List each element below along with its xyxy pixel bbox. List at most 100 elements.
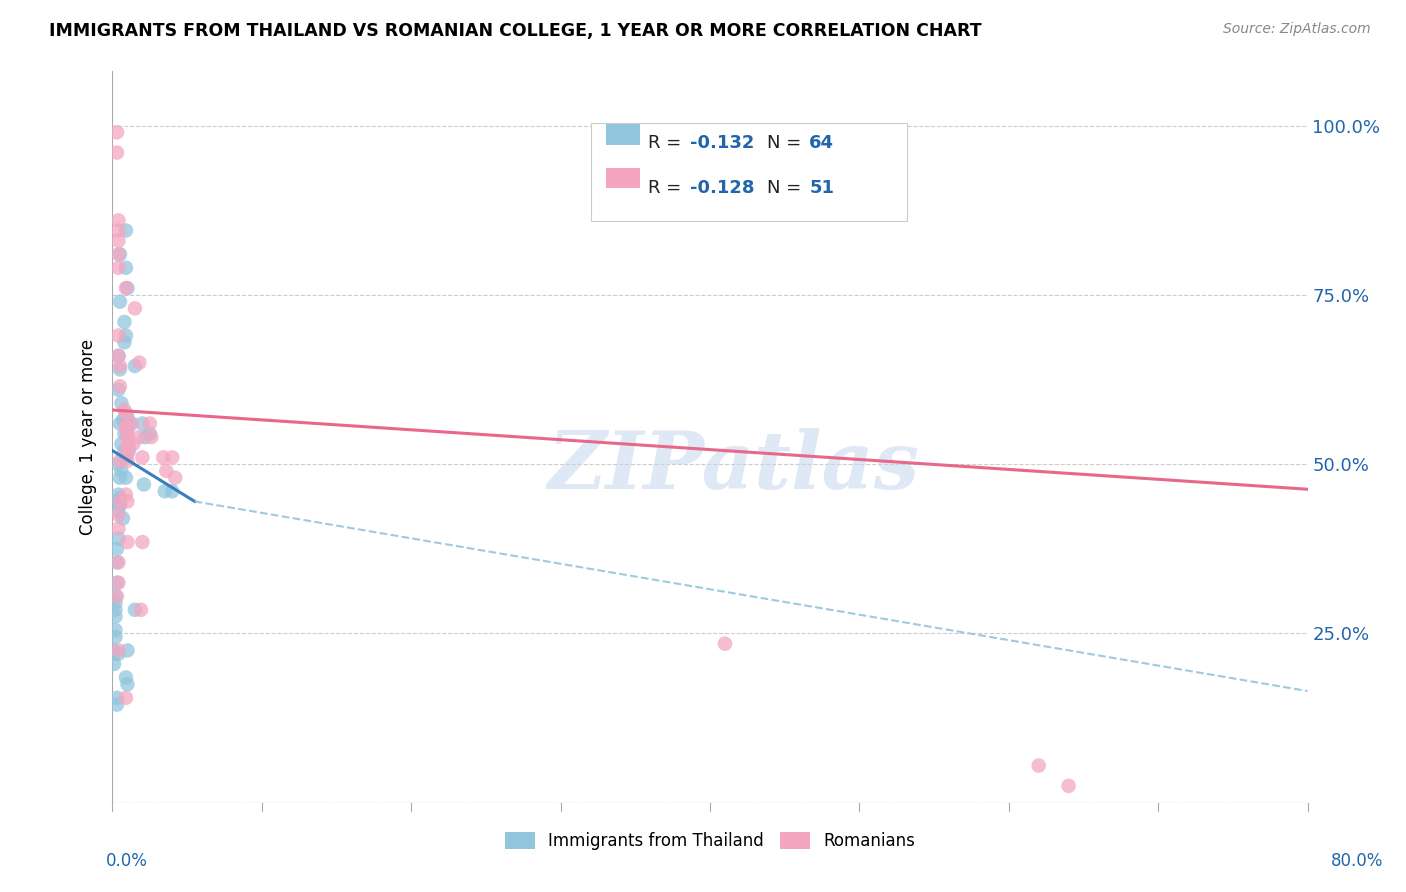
- Point: [107, 521, 129, 535]
- Point: [104, 603, 127, 617]
- Text: 51: 51: [810, 179, 834, 197]
- Point: [107, 508, 129, 522]
- Point: [114, 403, 135, 417]
- Point: [1028, 758, 1050, 772]
- Point: [115, 328, 138, 343]
- Point: [108, 247, 131, 261]
- Point: [111, 413, 134, 427]
- FancyBboxPatch shape: [606, 124, 640, 145]
- Point: [107, 349, 129, 363]
- FancyBboxPatch shape: [591, 122, 907, 221]
- Point: [107, 555, 129, 569]
- Text: R =: R =: [648, 135, 688, 153]
- Point: [128, 430, 150, 444]
- Point: [108, 494, 131, 508]
- Point: [105, 125, 128, 139]
- Point: [155, 464, 177, 478]
- Y-axis label: College, 1 year or more: College, 1 year or more: [79, 339, 97, 535]
- Point: [104, 623, 127, 637]
- Point: [117, 677, 139, 691]
- Point: [117, 494, 139, 508]
- Point: [121, 417, 143, 431]
- Point: [108, 494, 131, 508]
- Point: [114, 315, 135, 329]
- Point: [107, 260, 129, 275]
- Point: [114, 450, 135, 465]
- Point: [104, 589, 127, 603]
- Point: [103, 643, 125, 657]
- Point: [115, 471, 138, 485]
- Point: [162, 484, 183, 499]
- Point: [105, 541, 128, 556]
- Point: [107, 575, 129, 590]
- Point: [108, 471, 131, 485]
- Text: 0.0%: 0.0%: [105, 852, 148, 870]
- Point: [108, 417, 131, 431]
- Point: [110, 396, 132, 410]
- Point: [132, 477, 155, 491]
- Point: [117, 447, 139, 461]
- Point: [103, 647, 125, 661]
- Point: [115, 420, 138, 434]
- Point: [118, 443, 141, 458]
- Point: [108, 362, 131, 376]
- Point: [117, 430, 139, 444]
- Point: [1057, 779, 1080, 793]
- Point: [117, 535, 139, 549]
- Point: [120, 417, 142, 431]
- Point: [117, 440, 139, 454]
- Text: R =: R =: [648, 179, 688, 197]
- Point: [131, 535, 153, 549]
- Point: [111, 511, 134, 525]
- Text: 80.0%: 80.0%: [1330, 852, 1384, 870]
- Point: [117, 409, 139, 424]
- Point: [107, 213, 129, 227]
- Point: [131, 417, 153, 431]
- Point: [104, 630, 127, 644]
- Point: [107, 328, 129, 343]
- Point: [114, 443, 135, 458]
- Text: ZIPatlas: ZIPatlas: [548, 427, 920, 505]
- Point: [107, 494, 129, 508]
- Point: [124, 359, 146, 373]
- Point: [108, 379, 131, 393]
- Point: [107, 234, 129, 248]
- Point: [108, 498, 131, 512]
- Point: [104, 609, 127, 624]
- Point: [104, 596, 127, 610]
- Point: [128, 355, 150, 369]
- Point: [105, 698, 128, 712]
- Point: [107, 457, 129, 471]
- Point: [115, 450, 138, 465]
- Point: [141, 430, 163, 444]
- Point: [114, 335, 135, 350]
- Point: [108, 491, 131, 505]
- Point: [124, 603, 146, 617]
- Point: [117, 281, 139, 295]
- Point: [107, 247, 129, 261]
- Point: [107, 505, 129, 519]
- Text: Source: ZipAtlas.com: Source: ZipAtlas.com: [1223, 22, 1371, 37]
- Text: -0.128: -0.128: [690, 179, 754, 197]
- Point: [107, 532, 129, 546]
- Point: [115, 409, 138, 424]
- Text: N =: N =: [768, 135, 807, 153]
- Point: [107, 349, 129, 363]
- Point: [115, 406, 138, 420]
- Point: [117, 430, 139, 444]
- Point: [107, 223, 129, 237]
- Point: [110, 437, 132, 451]
- Point: [117, 440, 139, 454]
- Point: [107, 647, 129, 661]
- Text: IMMIGRANTS FROM THAILAND VS ROMANIAN COLLEGE, 1 YEAR OR MORE CORRELATION CHART: IMMIGRANTS FROM THAILAND VS ROMANIAN COL…: [49, 22, 981, 40]
- Text: N =: N =: [768, 179, 807, 197]
- Text: -0.132: -0.132: [690, 135, 754, 153]
- Point: [153, 484, 176, 499]
- Point: [107, 488, 129, 502]
- Point: [108, 454, 131, 468]
- Point: [115, 281, 138, 295]
- Point: [107, 643, 129, 657]
- Point: [129, 603, 152, 617]
- Point: [134, 430, 156, 444]
- Point: [165, 471, 187, 485]
